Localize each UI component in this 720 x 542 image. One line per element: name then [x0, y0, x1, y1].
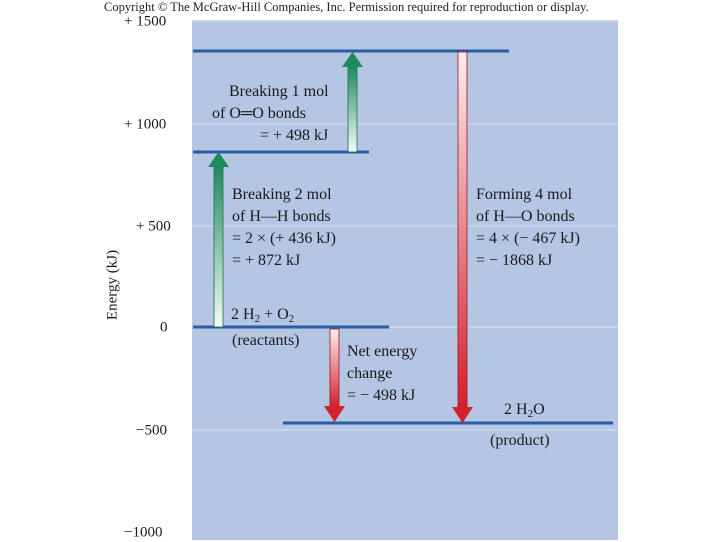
- tick-minus500: −500: [136, 422, 167, 439]
- product-label: (product): [490, 432, 550, 449]
- tick-minus1000: −1000: [124, 524, 163, 541]
- copyright-notice: Copyright © The McGraw-Hill Companies, I…: [104, 0, 589, 14]
- arrow-net-change: [324, 328, 345, 422]
- reactants-formula: 2 H2 + O2: [231, 306, 295, 325]
- annotation-break-hh: Breaking 2 mol of H—H bonds = 2 × (+ 436…: [232, 186, 336, 269]
- annotation-net-change: Net energy change = − 498 kJ: [347, 343, 418, 404]
- energy-levels: [193, 49, 613, 425]
- product-formula: 2 H2O: [504, 401, 545, 420]
- tick-1000: + 1000: [124, 116, 167, 133]
- reactants-label: (reactants): [232, 332, 300, 349]
- arrow-break-oo: [342, 52, 363, 153]
- tick-1500: + 1500: [124, 13, 167, 30]
- diagram-panel: [192, 20, 618, 540]
- annotation-break-oo: Breaking 1 mol of O═O bonds = + 498 kJ: [212, 83, 329, 144]
- tick-500: + 500: [136, 218, 171, 235]
- tick-0: 0: [160, 319, 168, 336]
- arrow-break-hh: [208, 152, 229, 328]
- annotation-form-ho: Forming 4 mol of H—O bonds = 4 × (− 467 …: [476, 186, 580, 269]
- arrow-form-ho: [452, 51, 473, 423]
